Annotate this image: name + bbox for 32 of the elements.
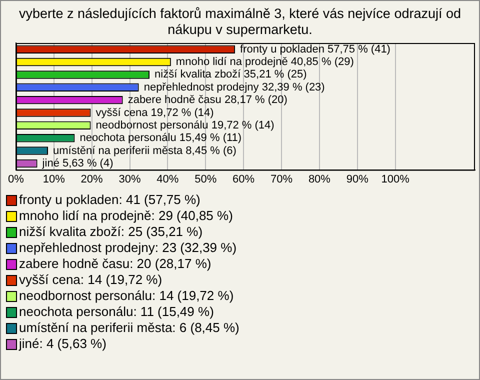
text: zabere hodně času: 20 (28,17 %) <box>19 256 212 272</box>
data-label: fronty u pokladen 57,75 % (41) <box>240 43 390 56</box>
x-tick-label: 50% <box>194 173 217 186</box>
chart-title: vyberte z následujících faktorů maximálně 3, které vás nejvíce odrazují od nákupu v supermarketu. <box>18 5 462 39</box>
x-tick-label: 100% <box>381 173 410 186</box>
x-tick-label: 10% <box>42 173 66 186</box>
data-label: mnoho lidí na prodejně 40,85 % (29) <box>176 56 354 68</box>
text: umístění na periferii města: 6 (8,45 %) <box>19 320 240 336</box>
x-tick-label: 20% <box>80 173 104 186</box>
text: mnoho lidí na prodejně: 29 (40,85 %) <box>19 208 233 224</box>
x-tick-label: 40% <box>156 173 179 186</box>
text: vyšší cena: 14 (19,72 %) <box>19 272 162 288</box>
x-tick-label: 90% <box>346 173 369 186</box>
data-label: vyšší cena 19,72 % (14) <box>96 106 214 119</box>
x-tick-label: 0% <box>8 173 24 186</box>
x-tick-label: 70% <box>270 173 293 186</box>
data-label: neodbornost personálu 19,72 % (14) <box>96 119 274 132</box>
x-tick-label: 60% <box>232 173 255 186</box>
text: fronty u pokladen: 41 (57,75 %) <box>19 192 200 208</box>
x-tick-label: 80% <box>308 173 331 186</box>
text: nižší kvalita zboží: 25 (35,21 %) <box>19 224 203 240</box>
data-label: neochota personálu 15,49 % (11) <box>80 132 242 144</box>
data-label: nižší kvalita zboží 35,21 % (25) <box>154 68 307 81</box>
x-tick-label: 30% <box>118 173 141 186</box>
text: neodbornost personálu: 14 (19,72 %) <box>19 288 234 304</box>
data-label: zabere hodně času 28,17 % (20) <box>128 94 288 106</box>
data-label: umístění na periferii města 8,45 % (6) <box>53 144 236 157</box>
data-label: jiné 5,63 % (4) <box>41 157 114 170</box>
text: jiné: 4 (5,63 %) <box>19 336 106 352</box>
data-label: nepřehlednost prodejny 32,39 % (23) <box>144 81 325 94</box>
text: nepřehlednost prodejny: 23 (32,39 %) <box>19 240 237 256</box>
text: neochota personálu: 11 (15,49 %) <box>19 304 214 320</box>
